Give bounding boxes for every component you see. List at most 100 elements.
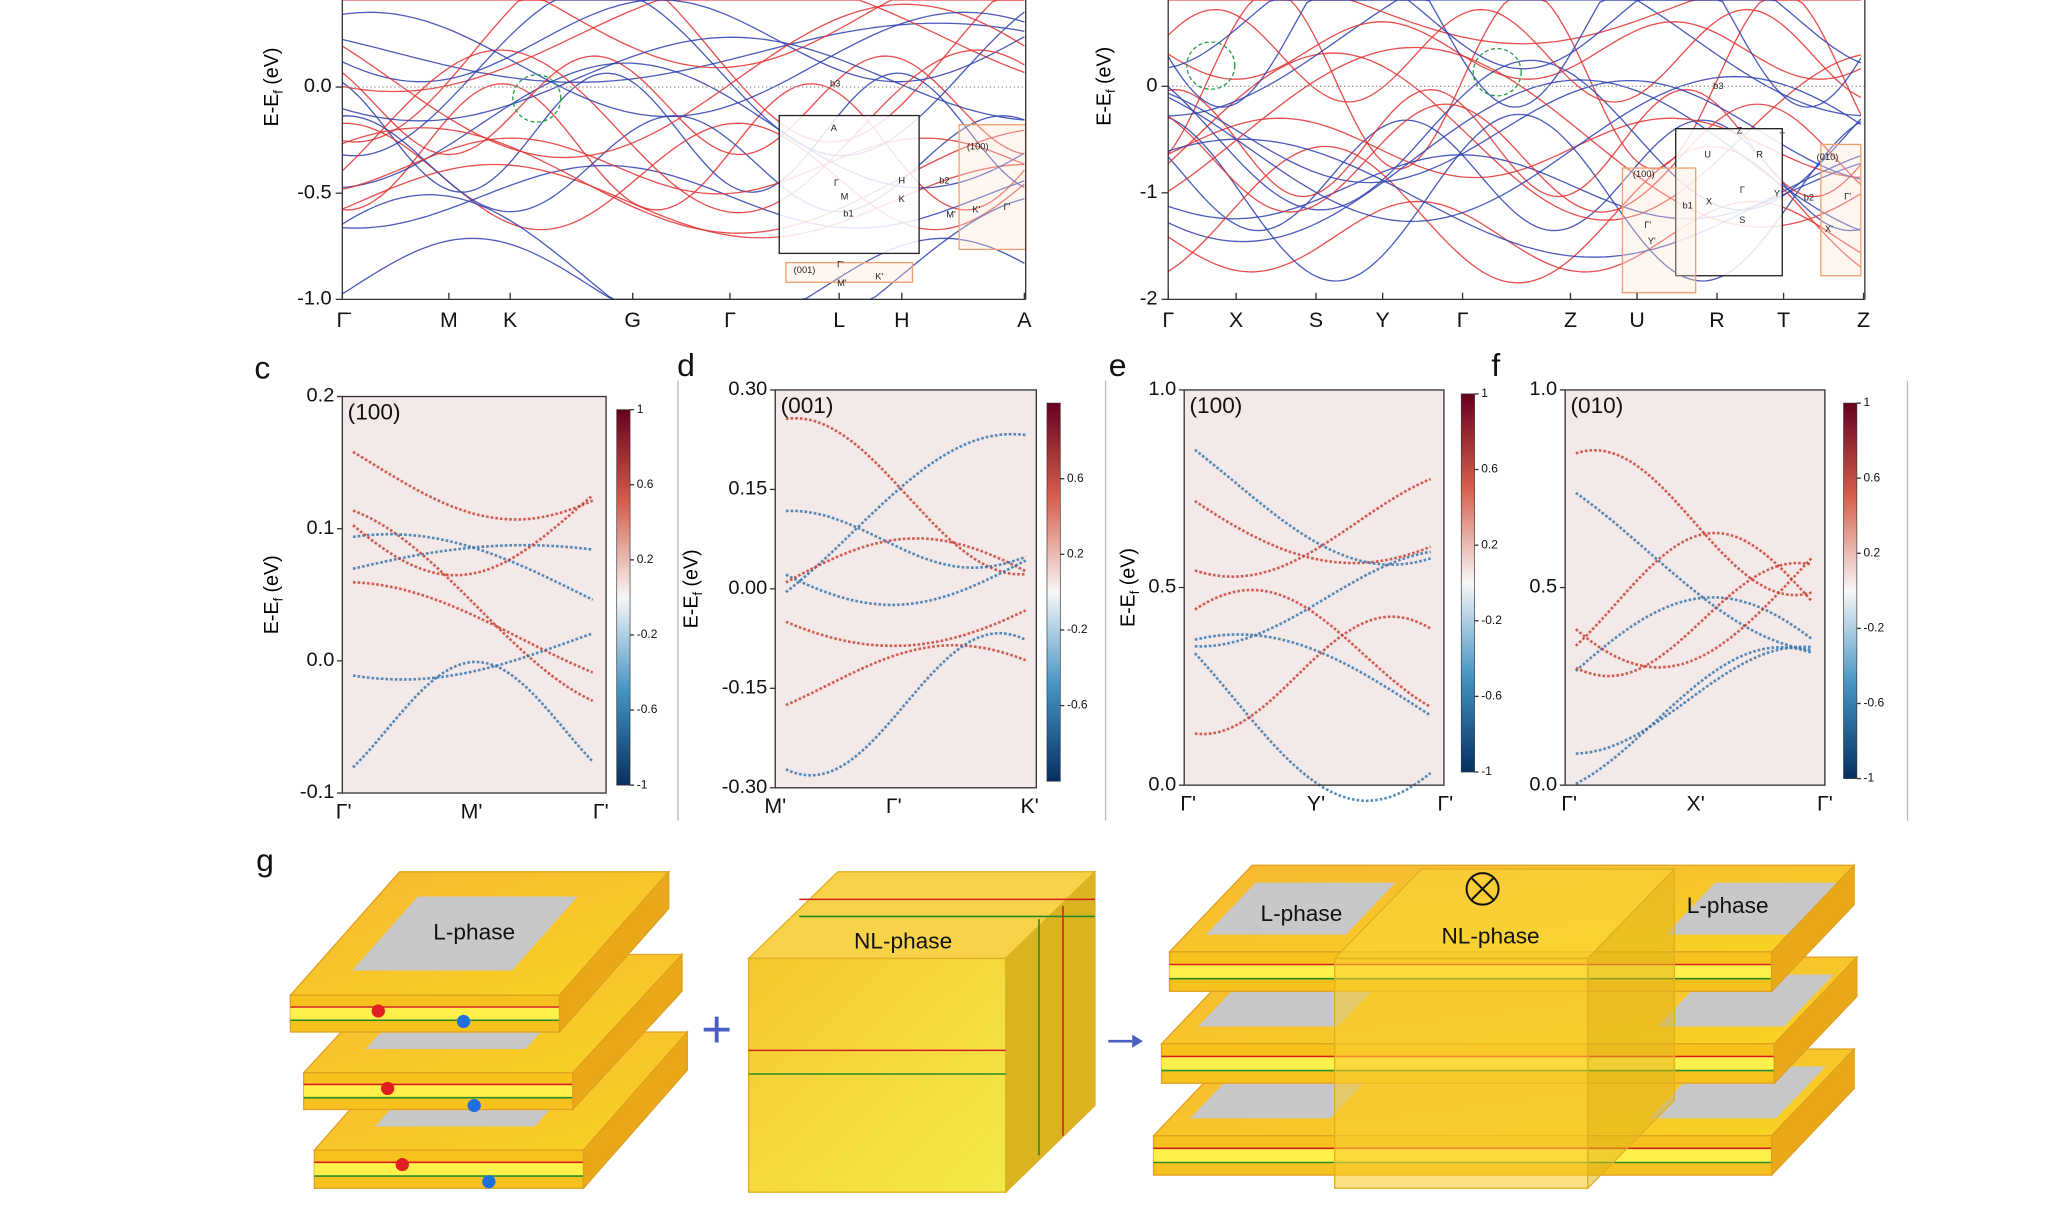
surface-state (352, 580, 594, 674)
inset-label: Y (1774, 189, 1780, 199)
k-point-label: Z (1857, 309, 1870, 332)
band-curve (342, 0, 1025, 143)
spin-electron (380, 1081, 395, 1096)
y-axis-label: E-Ef (eV) (681, 549, 705, 628)
surface-state (1194, 550, 1431, 648)
y-tick-label: -0.30 (722, 776, 768, 798)
colorbar (616, 409, 631, 786)
y-axis-label: E-Ef (eV) (1118, 548, 1142, 627)
surface-state (785, 631, 1027, 777)
slab-side (558, 870, 670, 1034)
surface-label: (001) (781, 393, 834, 418)
out-of-plane-current (1465, 872, 1500, 906)
cube-side (1587, 867, 1676, 1190)
inset-label: Γ' (837, 260, 844, 270)
y-tick-label: 1.0 (1529, 378, 1557, 400)
slab-inner (352, 896, 578, 971)
k-point-label: Γ̄ (336, 309, 351, 332)
brillouin-zone (1675, 128, 1783, 277)
y-tick-label: 0 (1146, 75, 1157, 97)
y-label-main: E-E (261, 601, 283, 634)
y-axis-label: E-Ef (eV) (261, 555, 285, 634)
plot-frame (341, 395, 607, 794)
y-tick-label: 1.0 (1148, 378, 1176, 400)
colorbar-tick-label: 0.6 (1864, 470, 1881, 484)
k-point-label: Γ' (1437, 793, 1453, 816)
y-tick-label: -0.15 (722, 677, 768, 699)
band-curve (342, 0, 1025, 83)
y-label-sub: f (689, 592, 704, 596)
colorbar-tick-label: -0.6 (1067, 698, 1088, 712)
band-curve (1167, 21, 1862, 80)
k-point-label: Γ' (1180, 793, 1196, 816)
out-of-plane-cross (1471, 877, 1494, 901)
y-tick-label: -0.5 (297, 182, 331, 204)
y-label-unit: (eV) (1094, 47, 1116, 84)
cube-side (1005, 870, 1096, 1194)
inset-label: Z (1737, 126, 1743, 136)
band-curve (342, 11, 1025, 118)
k-point-label: X (1229, 309, 1243, 332)
surface-plane (1820, 143, 1862, 277)
band-curve (1168, 0, 1862, 70)
y-tick-label: 0.30 (728, 378, 767, 400)
surface-plane (1621, 167, 1697, 294)
inset-label: b3 (1713, 81, 1723, 91)
surface-label: (100) (1190, 393, 1243, 418)
slab-inner (1665, 882, 1842, 935)
spin-electron (456, 1014, 471, 1029)
surface-plane (958, 124, 1027, 251)
y-label-unit: (eV) (261, 48, 283, 85)
surface-state (785, 537, 1027, 584)
y-tick-label: -1 (1140, 181, 1158, 203)
inset-label: Γ (1740, 185, 1745, 195)
inset-label: Γ' (1004, 202, 1011, 212)
panel-label: c (254, 350, 270, 386)
inset-label: X (1706, 197, 1712, 207)
y-tick-label: 0.0 (1529, 773, 1557, 795)
y-label-sub: f (270, 597, 285, 601)
k-point-label: Γ (1162, 309, 1174, 332)
y-label-main: E-E (681, 596, 703, 629)
inset-label: S (1739, 215, 1745, 225)
y-label-main: E-E (261, 94, 283, 127)
colorbar-tick-label: 1 (1481, 386, 1488, 400)
k-point-label: A (1017, 309, 1032, 332)
panel-label: f (1491, 347, 1500, 383)
inset-label: H (898, 176, 905, 186)
k-point-label: Γ' (886, 795, 902, 818)
surface-state (1574, 596, 1813, 672)
y-tick-label: -1.0 (297, 288, 331, 310)
brillouin-zone (778, 114, 920, 255)
inset-label: X' (1825, 224, 1833, 234)
k-point-label: G (624, 309, 641, 332)
cube-front (747, 957, 1007, 1193)
inset-label: K (899, 194, 906, 204)
y-tick-label: 0.5 (1148, 576, 1176, 598)
slab-inner (1206, 882, 1396, 935)
spectral-background (1565, 389, 1825, 786)
inset-label: A (831, 123, 838, 133)
inset-label: (100) (1633, 169, 1655, 179)
colorbar-tick-label: -1 (637, 777, 648, 791)
colorbar-tick-label: 0.2 (1067, 547, 1084, 561)
y-tick-label: 0.00 (728, 577, 767, 599)
phase-label: NL-phase (854, 929, 952, 954)
phase-label: L-phase (433, 920, 515, 945)
k-point-label: Γ' (336, 800, 352, 823)
y-label-sub: f (1126, 590, 1141, 594)
inset-label: b2 (1804, 193, 1814, 203)
k-point-label: Γ' (1817, 793, 1833, 816)
k-point-label: L (833, 309, 845, 332)
band-curve (342, 22, 1025, 83)
y-tick-label: 0.2 (307, 385, 335, 407)
y-label-sub: f (270, 90, 285, 94)
y-label-unit: (eV) (681, 549, 703, 586)
slab-side (572, 952, 683, 1112)
plus-sign: + (701, 1001, 732, 1060)
colorbar-tick-label: -0.2 (637, 627, 658, 641)
band-curve (1168, 0, 1861, 45)
k-point-label: H (894, 309, 909, 332)
band-curve (1167, 103, 1862, 213)
cube-front (1334, 957, 1589, 1189)
